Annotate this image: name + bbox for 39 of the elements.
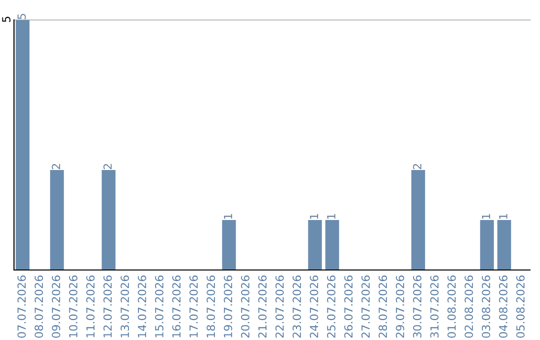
x-tick-label: 27.07.2026 bbox=[361, 276, 370, 338]
x-tick-label: 01.08.2026 bbox=[447, 276, 456, 338]
x-tick-label: 03.08.2026 bbox=[482, 276, 490, 338]
x-tick-label: 10.07.2026 bbox=[69, 276, 78, 338]
x-tick-label: 11.07.2026 bbox=[86, 276, 95, 338]
data-label: 1 bbox=[224, 214, 232, 219]
x-tick-label: 24.07.2026 bbox=[310, 276, 318, 338]
data-label: 1 bbox=[327, 214, 336, 219]
x-tick-label: 14.07.2026 bbox=[138, 276, 146, 338]
x-tick-label: 28.07.2026 bbox=[378, 276, 388, 338]
x-tick-label: 08.07.2026 bbox=[34, 276, 44, 338]
x-tick-label: 26.07.2026 bbox=[344, 276, 353, 338]
x-tick-label: 04.08.2026 bbox=[499, 276, 508, 338]
data-label: 1 bbox=[499, 214, 508, 219]
x-tick-label: 20.07.2026 bbox=[241, 276, 250, 338]
x-tick-label: 22.07.2026 bbox=[275, 276, 284, 338]
data-label: 1 bbox=[310, 214, 318, 219]
x-tick-label: 21.07.2026 bbox=[258, 276, 267, 338]
x-tick-label: 29.07.2026 bbox=[396, 276, 404, 338]
x-tick-label: 17.07.2026 bbox=[189, 276, 198, 338]
x-tick-label: 07.07.2026 bbox=[17, 276, 26, 338]
data-label: 2 bbox=[52, 164, 60, 170]
x-tick-label: 12.07.2026 bbox=[103, 276, 112, 338]
x-tick-label: 19.07.2026 bbox=[224, 276, 232, 338]
x-tick-label: 05.08.2026 bbox=[516, 276, 525, 338]
x-tick-label: 02.08.2026 bbox=[464, 276, 474, 338]
x-tick-label: 25.07.2026 bbox=[327, 276, 336, 338]
x-tick-label: 18.07.2026 bbox=[206, 276, 216, 338]
x-tick-label: 31.07.2026 bbox=[430, 276, 439, 338]
x-tick-label: 09.07.2026 bbox=[52, 276, 60, 338]
data-label: 5 bbox=[2, 16, 10, 22]
x-tick-label: 13.07.2026 bbox=[120, 276, 130, 338]
data-label: 2 bbox=[103, 164, 112, 170]
data-label: 1 bbox=[482, 214, 490, 219]
x-tick-label: 23.07.2026 bbox=[292, 276, 302, 338]
data-label: 2 bbox=[413, 164, 422, 170]
x-tick-label: 15.07.2026 bbox=[155, 276, 164, 338]
x-tick-label: 16.07.2026 bbox=[172, 276, 181, 338]
x-tick-label: 30.07.2026 bbox=[413, 276, 422, 338]
